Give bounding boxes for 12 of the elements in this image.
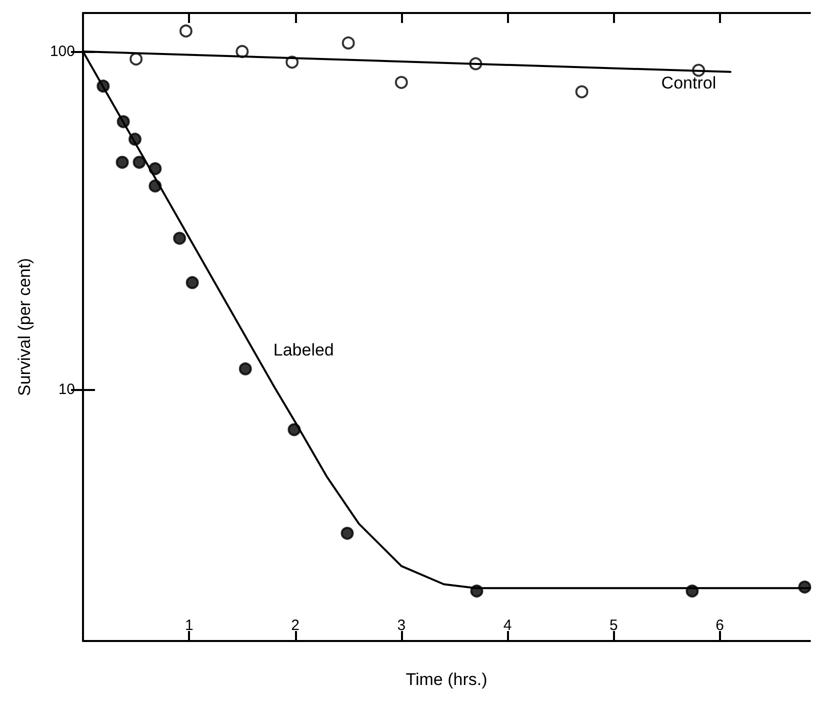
y-tick-label: 10 bbox=[58, 380, 75, 398]
x-tick-label: 4 bbox=[503, 617, 512, 634]
series-label: Control bbox=[661, 73, 716, 92]
y-axis-title: Survival (per cent) bbox=[15, 258, 34, 396]
x-axis-title: Time (hrs.) bbox=[406, 670, 488, 689]
x-tick-label: 6 bbox=[716, 617, 724, 634]
x-tick-label: 1 bbox=[184, 617, 194, 634]
x-tick-label: 5 bbox=[609, 617, 618, 634]
x-tick-label: 2 bbox=[291, 617, 300, 634]
x-tick-label: 3 bbox=[397, 617, 406, 634]
y-tick-label: 100 bbox=[50, 43, 75, 60]
series-label: Labeled bbox=[273, 340, 334, 360]
